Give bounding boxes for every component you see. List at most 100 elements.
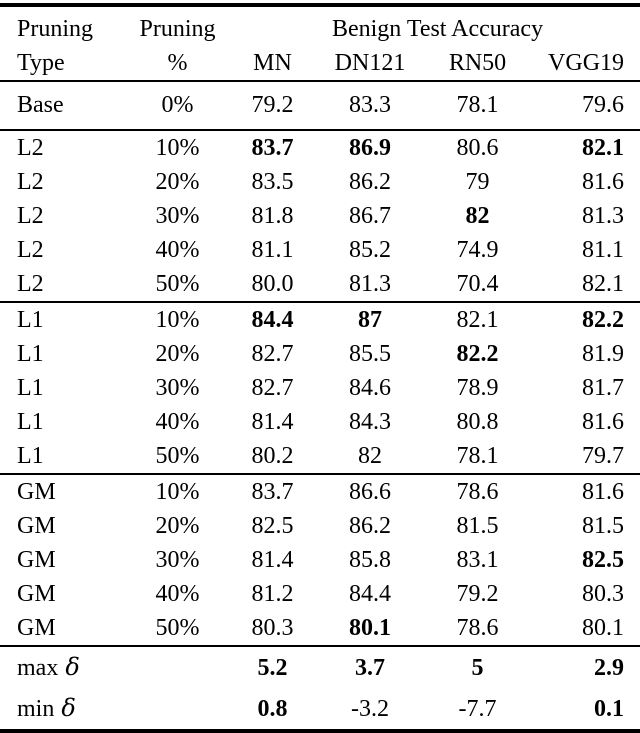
pruning-results-table: Pruning Pruning Benign Test Accuracy Typ… bbox=[0, 3, 640, 733]
cell-pruning-type: L2 bbox=[17, 203, 44, 229]
cell-accuracy-value: 85.2 bbox=[349, 237, 391, 263]
cell-accuracy-value: 82.1 bbox=[582, 271, 625, 297]
header-type-label: Type bbox=[17, 50, 65, 76]
cell-pruning-pct: 40% bbox=[155, 581, 200, 607]
table-row: L1 10% 84.4 87 82.1 82.2 bbox=[0, 302, 640, 337]
cell-accuracy-value: 80.3 bbox=[582, 581, 625, 607]
cell-delta-value: 0.1 bbox=[594, 695, 625, 722]
cell-pruning-type: Base bbox=[17, 92, 64, 118]
cell-accuracy-value: 86.2 bbox=[349, 169, 391, 195]
cell-accuracy-value: 70.4 bbox=[456, 271, 499, 297]
cell-accuracy-value: 78.1 bbox=[456, 443, 499, 469]
cell-pruning-pct: 50% bbox=[155, 615, 200, 641]
cell-pruning-type: GM bbox=[17, 547, 56, 573]
cell-pruning-type: L1 bbox=[17, 375, 44, 401]
cell-accuracy-value: 78.9 bbox=[456, 375, 499, 401]
cell-pruning-type: L2 bbox=[17, 135, 44, 161]
cell-accuracy-value: 86.6 bbox=[349, 479, 391, 505]
cell-accuracy-value: 83.7 bbox=[251, 479, 294, 505]
section-base: Base 0% 79.2 83.3 78.1 79.6 bbox=[0, 81, 640, 130]
table-row: L2 50% 80.0 81.3 70.4 82.1 bbox=[0, 267, 640, 302]
cell-accuracy-value: 84.6 bbox=[349, 375, 391, 401]
cell-accuracy-value: 78.6 bbox=[456, 479, 499, 505]
cell-pruning-pct: 10% bbox=[155, 135, 200, 161]
cell-pruning-type: L2 bbox=[17, 169, 44, 195]
cell-accuracy-value: 83.5 bbox=[251, 169, 294, 195]
cell-delta-value: 5 bbox=[471, 654, 484, 681]
cell-pruning-type: L1 bbox=[17, 443, 44, 469]
cell-accuracy-value: 81.1 bbox=[582, 237, 625, 263]
table-row: L2 40% 81.1 85.2 74.9 81.1 bbox=[0, 233, 640, 267]
header-model-mn: MN bbox=[253, 50, 292, 76]
cell-summary-label: min δ bbox=[0, 688, 120, 731]
cell-accuracy-value: 81.7 bbox=[582, 375, 625, 401]
cell-accuracy-value: 81.1 bbox=[251, 237, 294, 263]
cell-empty bbox=[120, 688, 235, 731]
cell-accuracy-value: 82.1 bbox=[582, 135, 625, 161]
header-pruning-pct-line1: Pruning bbox=[139, 16, 216, 42]
cell-accuracy-value: 83.7 bbox=[251, 135, 294, 161]
table-row: GM 30% 81.4 85.8 83.1 82.5 bbox=[0, 543, 640, 577]
cell-accuracy-value: 80.1 bbox=[582, 615, 625, 641]
cell-accuracy-value: 82.7 bbox=[251, 341, 294, 367]
cell-summary-label: max δ bbox=[0, 646, 120, 688]
table-row: L1 40% 81.4 84.3 80.8 81.6 bbox=[0, 405, 640, 439]
cell-accuracy-value: 80.6 bbox=[456, 135, 499, 161]
cell-delta-value: 2.9 bbox=[594, 654, 625, 681]
cell-accuracy-value: 81.9 bbox=[582, 341, 625, 367]
cell-accuracy-value: 81.3 bbox=[349, 271, 391, 297]
cell-accuracy-value: 81.6 bbox=[582, 479, 625, 505]
cell-accuracy-value: 81.3 bbox=[582, 203, 625, 229]
cell-pruning-pct: 50% bbox=[155, 271, 200, 297]
cell-pruning-type: GM bbox=[17, 479, 56, 505]
cell-delta-value: 5.2 bbox=[257, 654, 288, 681]
cell-pruning-pct: 30% bbox=[155, 203, 200, 229]
cell-pruning-pct: 20% bbox=[155, 341, 200, 367]
cell-accuracy-value: 81.6 bbox=[582, 409, 625, 435]
summary-row: min δ 0.8 -3.2 -7.7 0.1 bbox=[0, 688, 640, 731]
cell-accuracy-value: 81.8 bbox=[251, 203, 294, 229]
cell-pruning-pct: 10% bbox=[155, 307, 200, 333]
cell-accuracy-value: 80.2 bbox=[251, 443, 294, 469]
cell-accuracy-value: 87 bbox=[358, 307, 382, 333]
cell-pruning-type: GM bbox=[17, 615, 56, 641]
summary-label-text: max bbox=[17, 655, 59, 681]
cell-accuracy-value: 81.5 bbox=[582, 513, 625, 539]
cell-pruning-type: L1 bbox=[17, 307, 44, 333]
cell-accuracy-value: 74.9 bbox=[456, 237, 499, 263]
cell-pruning-type: GM bbox=[17, 513, 56, 539]
delta-symbol: δ bbox=[61, 694, 76, 722]
table-row: GM 10% 83.7 86.6 78.6 81.6 bbox=[0, 474, 640, 509]
table-row: L1 20% 82.7 85.5 82.2 81.9 bbox=[0, 337, 640, 371]
table-row: L2 10% 83.7 86.9 80.6 82.1 bbox=[0, 130, 640, 165]
paper-table-figure: Pruning Pruning Benign Test Accuracy Typ… bbox=[0, 3, 640, 733]
cell-accuracy-value: 81.4 bbox=[251, 409, 294, 435]
cell-accuracy-value: 82.5 bbox=[251, 513, 294, 539]
cell-accuracy-value: 82 bbox=[465, 203, 490, 229]
cell-accuracy-value: 79.2 bbox=[251, 92, 294, 118]
section-l2: L2 10% 83.7 86.9 80.6 82.1 L2 20% 83.5 86.2 79 81.6… bbox=[0, 130, 640, 302]
cell-accuracy-value: 83.1 bbox=[456, 547, 499, 573]
cell-accuracy-value: 86.7 bbox=[349, 203, 391, 229]
cell-pruning-pct: 10% bbox=[155, 479, 200, 505]
cell-pruning-pct: 20% bbox=[155, 513, 200, 539]
cell-accuracy-value: 82.7 bbox=[251, 375, 294, 401]
cell-delta-value: 0.8 bbox=[257, 695, 288, 722]
cell-accuracy-value: 83.3 bbox=[349, 92, 391, 118]
table-row: L1 50% 80.2 82 78.1 79.7 bbox=[0, 439, 640, 474]
cell-accuracy-value: 78.6 bbox=[456, 615, 499, 641]
delta-symbol: δ bbox=[65, 653, 80, 681]
cell-accuracy-value: 86.2 bbox=[349, 513, 391, 539]
cell-accuracy-value: 84.3 bbox=[349, 409, 391, 435]
cell-accuracy-value: 82.2 bbox=[456, 341, 499, 367]
header-group-title: Benign Test Accuracy bbox=[331, 16, 544, 42]
cell-accuracy-value: 80.0 bbox=[251, 271, 294, 297]
cell-accuracy-value: 79.7 bbox=[582, 443, 625, 469]
table-row: GM 20% 82.5 86.2 81.5 81.5 bbox=[0, 509, 640, 543]
section-summary: max δ 5.2 3.7 5 2.9 min δ 0.8 -3.2 -7.7 0.1 bbox=[0, 646, 640, 731]
table-row: L1 30% 82.7 84.6 78.9 81.7 bbox=[0, 371, 640, 405]
cell-accuracy-value: 80.3 bbox=[251, 615, 294, 641]
section-l1: L1 10% 84.4 87 82.1 82.2 L1 20% 82.7 85.5 82.2 81.9… bbox=[0, 302, 640, 474]
header-pct-label: % bbox=[167, 50, 188, 76]
table-row: GM 50% 80.3 80.1 78.6 80.1 bbox=[0, 611, 640, 646]
